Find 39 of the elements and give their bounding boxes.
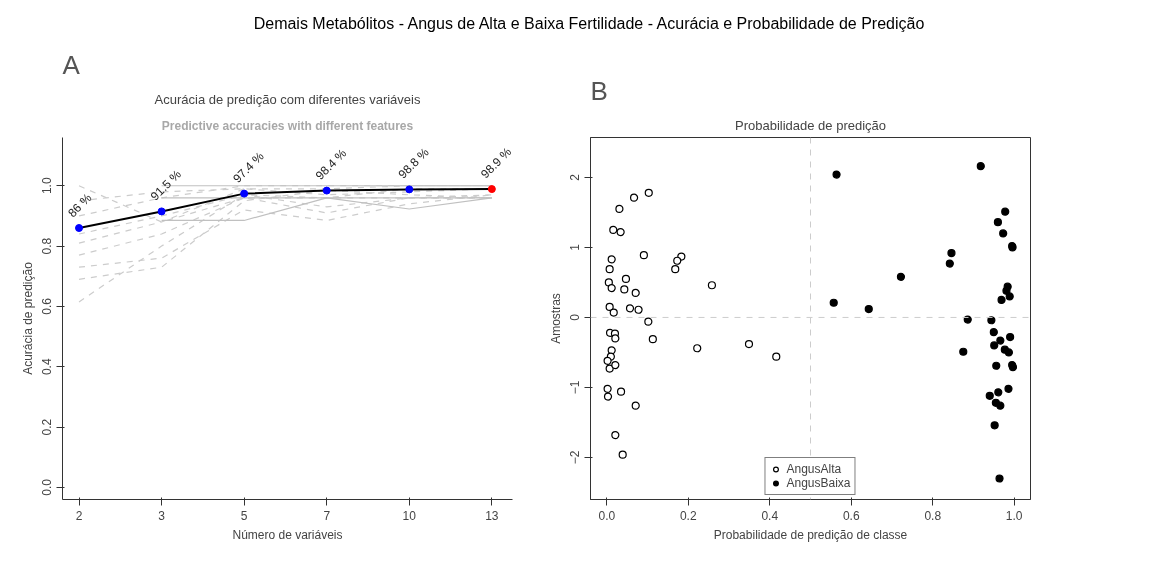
x-tick-label: 7	[323, 508, 331, 523]
x-tick-label: 3	[158, 508, 166, 523]
y-axis-title: Amostras	[548, 293, 563, 344]
legend-label: AngusAlta	[786, 462, 842, 476]
data-label: 86 %	[65, 190, 95, 220]
y-axis-title: Acurácia de predição	[20, 261, 35, 375]
y-tick-label: 1.0	[40, 177, 55, 195]
y-tick-label: −1	[568, 380, 583, 395]
x-tick-label: 0.8	[924, 508, 942, 523]
x-tick-label: 0.0	[598, 508, 616, 523]
y-tick-label: 0.8	[40, 237, 55, 255]
x-tick-label: 13	[485, 508, 499, 523]
data-label: 91.5 %	[147, 166, 185, 204]
x-tick-label: 0.4	[761, 508, 779, 523]
legend-label: AngusBaixa	[786, 476, 851, 490]
y-tick-label: 0.2	[40, 418, 55, 436]
text: Demais Metabólitos - Angus de Alta e Baixa Fertilidade - Acurácia e Probabilidade de Predição	[252, 14, 926, 34]
y-tick-label: 0.4	[40, 358, 55, 376]
x-axis-title: Probabilidade de predição de classe	[713, 527, 908, 542]
x-tick-label: 1.0	[1005, 508, 1023, 523]
chart-title: Acurácia de predição com diferentes variáveis	[154, 91, 421, 107]
chart-title: Probabilidade de predição	[734, 117, 887, 133]
x-axis-title: Número de variáveis	[232, 527, 343, 542]
text: A	[62, 49, 81, 80]
x-tick-label: 0.6	[842, 508, 860, 523]
x-tick-label: 10	[402, 508, 417, 523]
y-tick-label: −2	[568, 450, 583, 465]
data-label: 98.8 %	[395, 144, 432, 182]
chart-subtitle: Predictive accuracies with different features	[161, 118, 414, 133]
y-tick-label: 1	[568, 243, 583, 251]
text: B	[590, 75, 608, 106]
y-tick-label: 0.0	[40, 478, 55, 496]
y-tick-label: 2	[568, 173, 583, 181]
y-tick-label: 0.6	[40, 297, 55, 315]
y-tick-label: 0	[568, 313, 583, 321]
x-tick-label: 0.2	[679, 508, 697, 523]
x-tick-label: 2	[75, 508, 83, 523]
data-label: 98.9 %	[477, 144, 515, 182]
x-tick-label: 5	[240, 508, 248, 523]
